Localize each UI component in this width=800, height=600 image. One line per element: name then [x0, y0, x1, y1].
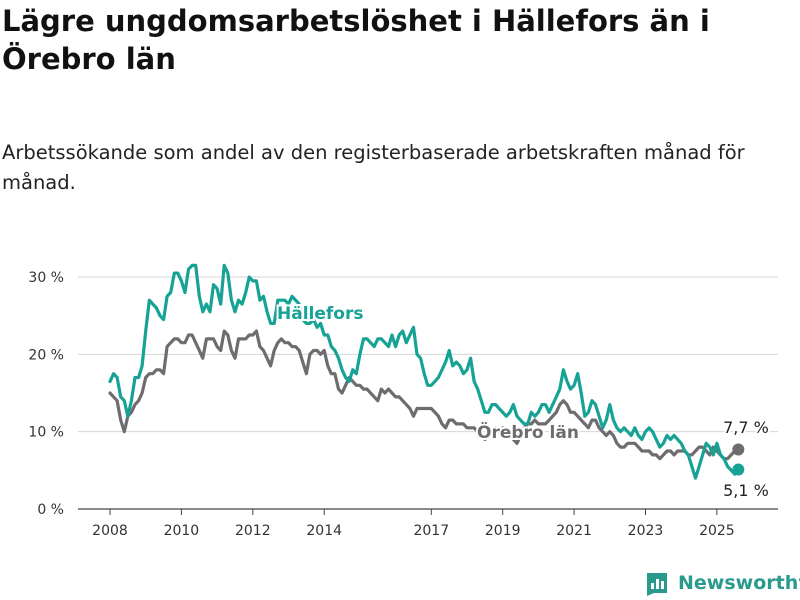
x-tick-label: 2012: [235, 523, 271, 539]
y-axis-ticks: 0 % 10 % 20 % 30 %: [28, 270, 64, 518]
series-name-orebro-lan: Örebro län: [477, 421, 579, 443]
x-tick-label: 2025: [699, 523, 735, 539]
x-tick-label: 2014: [306, 523, 342, 539]
newsworthy-logo: Newsworthy: [644, 569, 800, 597]
series-end-point-orebro-lan: [732, 443, 745, 456]
x-tick-label: 2008: [92, 523, 128, 539]
series-group: [108, 263, 745, 480]
y-tick-label: 20 %: [28, 347, 64, 363]
end-value-label-orebro-lan: 7,7 %: [723, 418, 769, 437]
y-tick-label: 10 %: [28, 425, 64, 441]
chart-subtitle: Arbetssökande som andel av den registerb…: [2, 141, 745, 194]
x-tick-label: 2010: [164, 523, 200, 539]
x-tick-label: 2017: [413, 523, 449, 539]
end-value-label-hallefors: 5,1 %: [723, 481, 769, 500]
series-line-hallefors: [108, 263, 740, 480]
x-axis-ticks: 2008 2010 2012 2014 2017 2019 2021 2023 2025: [92, 509, 735, 539]
chart-title: Lägre ungdomsarbetslöshet i Hällefors än…: [2, 4, 710, 76]
series-end-point-hallefors: [732, 463, 745, 476]
line-chart: 0 % 10 % 20 % 30 % 2008 2010 2012 2014 2017 2019…: [28, 263, 778, 539]
x-tick-label: 2023: [628, 523, 664, 539]
x-tick-label: 2019: [485, 523, 521, 539]
series-labels: Hällefors Örebro län 7,7 % 5,1 %: [275, 302, 771, 502]
x-tick-label: 2021: [556, 523, 592, 539]
series-name-hallefors: Hällefors: [277, 304, 363, 324]
y-tick-label: 0 %: [37, 502, 64, 518]
newsworthy-logo-icon: [647, 573, 667, 596]
series-line-orebro-lan: [108, 329, 740, 461]
y-tick-label: 30 %: [28, 270, 64, 286]
grid-lines: [78, 276, 778, 510]
brand-name: Newsworthy: [678, 572, 800, 594]
